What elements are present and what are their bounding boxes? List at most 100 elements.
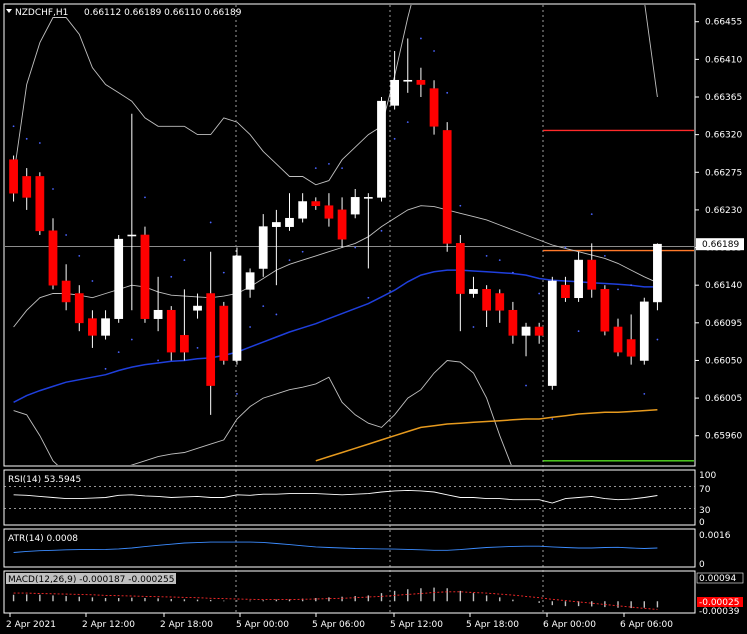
price-tick-label: 0.66230 bbox=[705, 206, 742, 216]
bear-candle bbox=[534, 326, 544, 336]
price-tick-label: 0.66320 bbox=[705, 131, 742, 141]
bear-candle bbox=[48, 230, 58, 286]
bear-candle bbox=[626, 339, 636, 357]
bear-candle bbox=[180, 335, 189, 353]
sar-dot bbox=[117, 351, 120, 353]
time-tick-label: 6 Apr 00:00 bbox=[543, 620, 596, 630]
sar-dot bbox=[564, 246, 567, 249]
price-tick-label: 0.66275 bbox=[705, 168, 742, 178]
bollinger-middle bbox=[13, 205, 658, 328]
bull-candle bbox=[232, 255, 242, 361]
atr-line bbox=[13, 541, 658, 553]
sar-dot bbox=[393, 137, 396, 140]
bear-candle bbox=[337, 209, 347, 240]
current-price-label: 0.66189 bbox=[702, 240, 739, 250]
bear-candle bbox=[508, 309, 518, 336]
bollinger-lower bbox=[13, 360, 512, 465]
bull-candle bbox=[350, 197, 360, 215]
macd-signal-line bbox=[13, 591, 658, 610]
time-tick-label: 5 Apr 00:00 bbox=[236, 620, 289, 630]
sar-dot bbox=[433, 50, 435, 52]
time-tick-label: 2 Apr 18:00 bbox=[160, 620, 213, 630]
atr-panel-border bbox=[3, 528, 696, 568]
price-tick-label: 0.65960 bbox=[705, 432, 742, 442]
price-tick-label: 0.66005 bbox=[705, 394, 742, 404]
bull-candle bbox=[521, 326, 531, 336]
candlesticks bbox=[9, 38, 662, 415]
bull-candle bbox=[653, 243, 662, 303]
bull-candle bbox=[639, 301, 649, 361]
sar-dot bbox=[104, 367, 107, 370]
moving-averages bbox=[13, 269, 658, 462]
symbol-dropdown-icon[interactable] bbox=[6, 9, 12, 13]
sar-dot bbox=[577, 330, 580, 333]
bear-candle bbox=[600, 289, 610, 332]
time-tick-label: 5 Apr 18:00 bbox=[466, 620, 519, 630]
price-tick-label: 0.66455 bbox=[705, 18, 742, 28]
bull-candle bbox=[114, 238, 124, 319]
sar-dot bbox=[65, 234, 68, 236]
sar-dot bbox=[551, 418, 554, 420]
bull-candle bbox=[403, 79, 413, 82]
bear-candle bbox=[324, 205, 334, 219]
sar-dot bbox=[485, 255, 488, 257]
sar-dot bbox=[275, 313, 278, 316]
time-grid bbox=[235, 5, 544, 613]
sar-dot bbox=[25, 137, 28, 140]
sar-dot bbox=[367, 296, 370, 299]
bear-candle bbox=[587, 259, 597, 290]
atr-label: ATR(14) 0.0008 bbox=[8, 534, 78, 544]
time-axis: 2 Apr 2021 2 Apr 12:00 2 Apr 18:00 5 Apr 00… bbox=[6, 613, 673, 630]
sar-dot bbox=[170, 275, 173, 278]
symbol-label: NZDCHF,H1 bbox=[15, 8, 68, 18]
bull-candle bbox=[469, 289, 478, 294]
sar-dot bbox=[314, 167, 317, 169]
sar-dot bbox=[38, 142, 41, 144]
time-tick-label: 5 Apr 12:00 bbox=[390, 620, 443, 630]
ma-slow-line bbox=[315, 409, 658, 462]
sar-dot bbox=[643, 393, 646, 395]
bollinger-upper bbox=[13, 5, 658, 186]
bear-candle bbox=[61, 280, 71, 303]
sar-dot bbox=[288, 259, 291, 261]
bear-candle bbox=[9, 159, 18, 194]
sar-dot bbox=[12, 125, 15, 128]
macd-label-background bbox=[6, 573, 176, 584]
atr-scale-zero: 0 bbox=[699, 560, 705, 570]
bear-candle bbox=[35, 176, 45, 232]
bear-candle bbox=[416, 79, 426, 85]
bear-candle bbox=[74, 293, 84, 324]
bull-candle bbox=[127, 234, 137, 237]
sar-dot bbox=[380, 229, 383, 232]
bear-candle bbox=[219, 305, 229, 361]
rsi-line bbox=[13, 489, 658, 504]
rsi-scale-100: 100 bbox=[699, 471, 716, 481]
bull-candle bbox=[298, 201, 308, 219]
sar-dot bbox=[262, 305, 265, 307]
sar-dot bbox=[525, 384, 527, 387]
bear-candle bbox=[311, 201, 321, 207]
sar-dot bbox=[196, 347, 199, 349]
price-tick-label: 0.66095 bbox=[705, 319, 742, 329]
sar-dot bbox=[354, 246, 357, 249]
bear-candle bbox=[140, 234, 150, 319]
sar-dot bbox=[341, 167, 343, 169]
bear-candle bbox=[166, 309, 176, 353]
bear-candle bbox=[455, 243, 465, 294]
macd-panel-border bbox=[3, 570, 696, 614]
bear-candle bbox=[613, 326, 623, 353]
sar-dot bbox=[498, 259, 501, 261]
main-panel-border bbox=[3, 3, 696, 467]
bear-candle bbox=[206, 293, 216, 386]
sar-dot bbox=[511, 271, 514, 274]
rsi-series bbox=[4, 486, 695, 509]
macd-signal-box bbox=[697, 597, 743, 607]
rsi-panel-border bbox=[3, 469, 696, 526]
time-tick-label: 6 Apr 06:00 bbox=[620, 620, 673, 630]
parabolic-sar bbox=[12, 37, 659, 420]
bear-candle bbox=[429, 88, 439, 127]
macd-scale-signal: -0.00025 bbox=[699, 598, 739, 608]
bear-candle bbox=[561, 284, 570, 299]
price-axis: 0.66455 0.66410 0.66365 0.66320 0.66275 0.662… bbox=[695, 18, 744, 442]
